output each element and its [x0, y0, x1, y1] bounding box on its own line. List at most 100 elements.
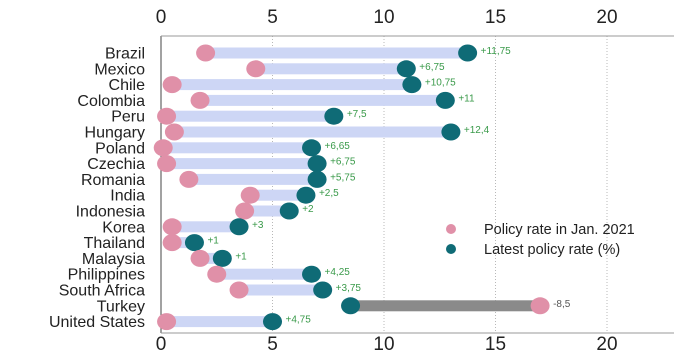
- point-jan2021-thailand: [162, 234, 182, 252]
- point-latest-brazil: [458, 44, 478, 62]
- category-label-turkey: Turkey: [97, 298, 145, 315]
- category-label-thailand: Thailand: [84, 235, 145, 252]
- point-jan2021-korea: [162, 218, 182, 236]
- point-jan2021-colombia: [190, 91, 210, 109]
- point-jan2021-mexico: [246, 60, 266, 78]
- range-bar-czechia: [166, 158, 318, 170]
- range-bar-korea: [172, 221, 240, 233]
- change-label-malaysia: +1: [235, 251, 247, 262]
- point-jan2021-philippines: [207, 265, 227, 283]
- change-label-poland: +6,65: [325, 141, 351, 152]
- point-jan2021-peru: [157, 107, 177, 125]
- change-label-india: +2,5: [319, 188, 339, 199]
- point-latest-hungary: [441, 123, 461, 141]
- point-jan2021-poland: [153, 139, 173, 157]
- bottom-tick-label-20: 20: [596, 334, 617, 355]
- category-label-south-africa: South Africa: [59, 283, 145, 300]
- category-label-peru: Peru: [111, 109, 145, 126]
- point-jan2021-chile: [162, 76, 182, 94]
- point-jan2021-turkey: [530, 297, 550, 315]
- category-label-romania: Romania: [81, 172, 145, 189]
- category-label-indonesia: Indonesia: [76, 204, 145, 221]
- point-latest-chile: [402, 76, 422, 94]
- change-labels: +11,75 +6,75 +10,75+11 +7,5 +12,4 +6,65 +6,75 +…: [207, 46, 570, 326]
- x-tick-labels: 0 0 5 5 10 10 15 15 20 20: [156, 7, 618, 355]
- category-labels: BrazilMexicoChileColombiaPeruHungaryPola…: [49, 46, 145, 332]
- change-label-thailand: +1: [207, 236, 219, 247]
- range-bar-colombia: [200, 94, 446, 106]
- bottom-tick-label-15: 15: [485, 334, 506, 355]
- legend-label-latest: Latest policy rate (%): [484, 242, 620, 258]
- point-jan2021-romania: [179, 170, 199, 188]
- point-jan2021-malaysia: [190, 249, 210, 267]
- change-label-united-states: +4,75: [286, 315, 312, 326]
- point-jan2021-indonesia: [235, 202, 255, 220]
- point-latest-peru: [324, 107, 344, 125]
- change-label-mexico: +6,75: [419, 62, 445, 73]
- category-label-chile: Chile: [109, 77, 146, 94]
- point-jan2021-south-africa: [229, 281, 249, 299]
- range-bar-thailand: [172, 237, 195, 249]
- change-label-chile: +10,75: [425, 78, 456, 89]
- top-tick-label-15: 15: [485, 7, 506, 28]
- range-bars: [163, 47, 541, 328]
- category-label-korea: Korea: [102, 219, 145, 236]
- point-latest-colombia: [435, 91, 455, 109]
- change-label-hungary: +12,4: [464, 125, 490, 136]
- point-latest-malaysia: [212, 249, 232, 267]
- range-bar-philippines: [216, 268, 312, 280]
- point-latest-romania: [307, 170, 327, 188]
- range-bar-indonesia: [244, 205, 290, 217]
- point-latest-philippines: [302, 265, 322, 283]
- range-bar-poland: [163, 142, 312, 154]
- point-latest-india: [296, 186, 316, 204]
- category-label-hungary: Hungary: [85, 125, 145, 142]
- change-label-turkey: -8,5: [553, 299, 571, 310]
- range-bar-united-states: [166, 316, 273, 328]
- point-latest-czechia: [307, 155, 327, 173]
- top-tick-label-0: 0: [156, 7, 167, 28]
- category-label-brazil: Brazil: [105, 46, 145, 63]
- range-bar-south-africa: [239, 284, 323, 296]
- data-points: [153, 44, 550, 331]
- legend-marker-latest: [446, 244, 456, 254]
- category-label-colombia: Colombia: [77, 93, 145, 110]
- legend-label-jan2021: Policy rate in Jan. 2021: [484, 222, 635, 238]
- range-bar-malaysia: [200, 252, 223, 264]
- grid-lines: [160, 35, 674, 334]
- point-latest-poland: [302, 139, 322, 157]
- point-jan2021-india: [240, 186, 260, 204]
- change-label-philippines: +4,25: [325, 267, 351, 278]
- point-latest-indonesia: [279, 202, 299, 220]
- category-label-united-states: United States: [49, 314, 145, 331]
- point-jan2021-czechia: [157, 155, 177, 173]
- top-tick-label-5: 5: [267, 7, 278, 28]
- legend-marker-jan2021: [446, 224, 456, 234]
- point-latest-turkey: [341, 297, 361, 315]
- bottom-tick-label-0: 0: [156, 334, 167, 355]
- point-jan2021-united-states: [157, 313, 177, 331]
- change-label-romania: +5,75: [330, 172, 356, 183]
- category-label-mexico: Mexico: [94, 61, 145, 78]
- category-label-india: India: [110, 188, 145, 205]
- point-latest-thailand: [184, 234, 204, 252]
- change-label-colombia: +11: [458, 93, 475, 104]
- point-latest-korea: [229, 218, 249, 236]
- legend: Policy rate in Jan. 2021 Latest policy r…: [446, 222, 635, 258]
- change-label-czechia: +6,75: [330, 157, 356, 168]
- range-bar-chile: [172, 79, 412, 91]
- top-tick-label-10: 10: [373, 7, 394, 28]
- change-label-brazil: +11,75: [481, 46, 512, 57]
- range-bar-mexico: [255, 63, 407, 75]
- change-label-peru: +7,5: [347, 109, 367, 120]
- range-bar-romania: [188, 173, 318, 185]
- range-bar-india: [250, 189, 306, 201]
- change-label-indonesia: +2: [302, 204, 314, 215]
- change-label-south-africa: +3,75: [336, 283, 362, 294]
- bottom-tick-label-10: 10: [373, 334, 394, 355]
- category-label-philippines: Philippines: [68, 267, 145, 284]
- bottom-tick-label-5: 5: [267, 334, 278, 355]
- change-label-korea: +3: [252, 220, 264, 231]
- range-bar-hungary: [174, 126, 451, 138]
